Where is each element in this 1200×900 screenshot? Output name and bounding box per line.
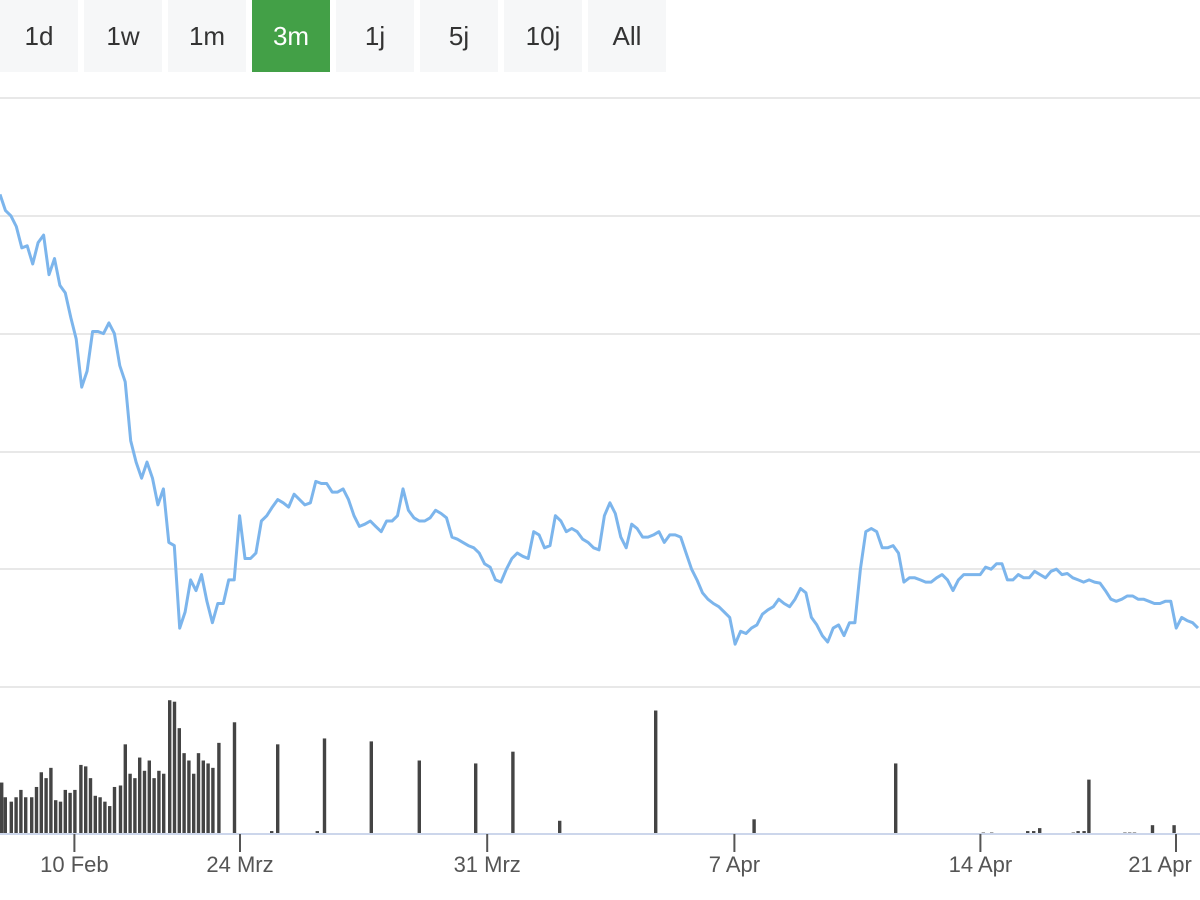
volume-bar: [58, 801, 63, 834]
volume-bar: [123, 744, 127, 834]
range-button-1d[interactable]: 1d: [0, 0, 78, 72]
volume-bars: [0, 700, 1176, 834]
volume-bar: [211, 767, 215, 834]
volume-bar: [128, 773, 132, 834]
volume-bar: [93, 795, 97, 834]
grid: [0, 97, 1200, 688]
volume-bar: [558, 820, 562, 834]
volume-bar: [182, 753, 186, 834]
range-selector: 1d 1w 1m 3m 1j 5j 10j All: [0, 0, 672, 72]
volume-bar: [474, 763, 478, 834]
x-tick-label: 7 Apr: [709, 852, 760, 877]
volume-bar: [157, 770, 161, 834]
volume-bar: [108, 806, 112, 834]
volume-bar: [894, 763, 898, 834]
volume-bar: [1038, 828, 1042, 834]
volume-bar: [511, 751, 515, 834]
volume-bar: [9, 801, 13, 834]
volume-bar: [752, 819, 756, 834]
volume-bar: [1082, 831, 1086, 834]
volume-bar: [187, 760, 191, 834]
volume-bar: [79, 764, 83, 834]
volume-bar: [322, 738, 327, 834]
volume-bar: [24, 797, 28, 834]
volume-bar: [44, 778, 48, 834]
volume-bar: [276, 744, 280, 834]
volume-bar: [84, 766, 88, 834]
volume-bar: [88, 778, 93, 834]
volume-bar: [270, 831, 274, 834]
volume-bar: [63, 789, 67, 834]
volume-bar: [103, 801, 107, 834]
volume-bar: [0, 782, 4, 834]
volume-bar: [177, 728, 181, 834]
range-button-10j[interactable]: 10j: [504, 0, 582, 72]
range-button-1m[interactable]: 1m: [168, 0, 246, 72]
volume-bar: [201, 760, 205, 834]
volume-bar: [98, 797, 102, 834]
volume-bar: [1026, 831, 1030, 834]
volume-bar: [1076, 831, 1080, 834]
range-button-1w[interactable]: 1w: [84, 0, 162, 72]
volume-bar: [133, 778, 137, 834]
volume-bar: [168, 700, 172, 834]
volume-bar: [118, 785, 123, 834]
x-tick-label: 21 Apr: [1128, 852, 1192, 877]
volume-bar: [112, 786, 117, 834]
x-axis: 10 Feb 24 Mrz 31 Mrz 7 Apr 14 Apr 21 Apr: [0, 833, 1200, 877]
volume-bar: [192, 773, 196, 834]
volume-bar: [172, 701, 177, 834]
range-button-5j[interactable]: 5j: [420, 0, 498, 72]
volume-bar: [30, 797, 34, 834]
volume-bar: [73, 789, 77, 834]
volume-bar: [34, 786, 39, 834]
volume-bar: [206, 763, 210, 834]
volume-bar: [232, 722, 237, 834]
volume-bar: [39, 772, 43, 834]
volume-bar: [417, 760, 421, 834]
volume-bar: [315, 831, 319, 834]
price-line-layer: [0, 193, 1200, 646]
x-tick-label: 31 Mrz: [454, 852, 521, 877]
volume-bar: [138, 757, 142, 834]
volume-bar: [19, 789, 23, 834]
volume-bar: [14, 797, 18, 834]
volume-bar: [217, 742, 221, 834]
range-button-3m[interactable]: 3m: [252, 0, 330, 72]
volume-bar: [142, 770, 147, 834]
volume-bar: [68, 792, 72, 834]
range-button-1j[interactable]: 1j: [336, 0, 414, 72]
volume-bar: [369, 741, 373, 834]
x-tick-label: 10 Feb: [40, 852, 109, 877]
volume-bar: [54, 800, 58, 834]
range-button-all[interactable]: All: [588, 0, 666, 72]
x-tick-label: 14 Apr: [949, 852, 1013, 877]
x-tick-label: 24 Mrz: [206, 852, 273, 877]
volume-bar: [3, 797, 7, 834]
volume-bar: [196, 753, 201, 834]
volume-bar: [1032, 831, 1036, 834]
volume-bar: [1087, 779, 1091, 834]
volume-bar: [152, 778, 156, 834]
volume-bar: [1172, 825, 1176, 834]
volume-bar: [1150, 825, 1155, 834]
volume-bar: [147, 760, 151, 834]
volume-bar: [162, 773, 166, 834]
volume-bar: [49, 767, 53, 834]
volume-bar: [654, 710, 658, 834]
price-line: [0, 193, 1200, 646]
